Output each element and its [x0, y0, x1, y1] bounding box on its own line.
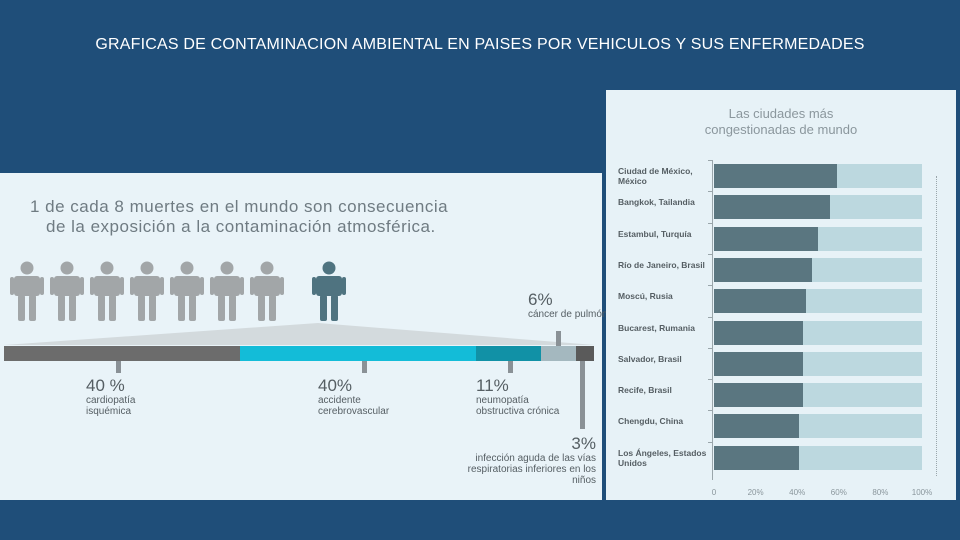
bar	[714, 445, 800, 470]
bar	[714, 414, 800, 439]
cause-name: neumopatía obstructiva crónica	[476, 395, 560, 417]
cause-label: 6% cáncer de pulmón	[528, 290, 618, 321]
people-row	[10, 261, 590, 331]
cause-name: cardiopatía isquémica	[86, 395, 136, 417]
cause-tick	[508, 361, 513, 373]
cause-tick	[580, 361, 585, 429]
person-icon	[312, 261, 346, 323]
bar	[714, 226, 818, 251]
headline-line-2: de la exposición a la contaminación atmo…	[46, 217, 436, 236]
cause-name: cáncer de pulmón	[528, 309, 608, 320]
y-axis-tick	[708, 379, 713, 381]
funnel-shape	[4, 323, 595, 345]
y-axis-tick	[708, 191, 713, 193]
x-tick-label: 0	[711, 488, 717, 497]
bar	[714, 164, 837, 188]
reference-dotted-line	[936, 176, 938, 476]
chart-y-axis	[712, 160, 713, 480]
city-label: Salvador, Brasil	[618, 353, 682, 364]
cause-label: 40 % cardiopatía isquémica	[86, 376, 166, 418]
person-icon	[170, 261, 204, 323]
y-axis-tick	[708, 285, 713, 287]
cause-bar-segment	[476, 346, 541, 361]
city-label: Río de Janeiro, Brasil	[618, 259, 705, 270]
person-icon	[10, 261, 44, 323]
person-icon	[210, 261, 244, 323]
slide-title: GRAFICAS DE CONTAMINACION AMBIENTAL EN P…	[95, 36, 865, 53]
cause-percentage: 11%	[476, 376, 509, 395]
city-label: Estambul, Turquía	[618, 228, 692, 239]
city-label: Bucarest, Rumania	[618, 322, 695, 333]
x-tick-label: 40%	[789, 488, 806, 497]
chart-title-text: Las ciudades más congestionadas de mundo	[704, 106, 858, 137]
bar	[714, 320, 804, 345]
congestion-chart-panel: Las ciudades más congestionadas de mundo…	[606, 90, 956, 500]
y-axis-tick	[708, 160, 713, 161]
y-axis-tick	[708, 347, 713, 349]
cause-name: infección aguda de las vías respiratoria…	[467, 453, 596, 486]
cause-name: accidente cerebrovascular	[318, 395, 390, 417]
infographic-panel: 1 de cada 8 muertes en el mundo son cons…	[0, 173, 608, 500]
bar	[714, 257, 812, 282]
person-icon	[130, 261, 164, 323]
cause-tick	[362, 361, 367, 373]
cause-tick	[116, 361, 121, 373]
x-tick-label: 100%	[911, 488, 933, 497]
bar	[714, 351, 804, 376]
person-icon	[90, 261, 124, 323]
y-axis-tick	[708, 222, 713, 224]
cause-tick	[556, 331, 561, 346]
x-tick-label: 80%	[872, 488, 889, 497]
cause-percentage: 40%	[318, 376, 353, 395]
city-label: Ciudad de México, México	[618, 166, 693, 186]
infographic-headline: 1 de cada 8 muertes en el mundo son cons…	[30, 197, 600, 237]
cause-label: 11% neumopatía obstructiva crónica	[476, 376, 566, 418]
cause-bar-segment	[540, 346, 577, 361]
y-axis-tick	[708, 410, 713, 412]
city-label: Los Ángeles, Estados Unidos	[618, 447, 707, 468]
person-icon	[250, 261, 284, 323]
cause-bar-segment	[240, 346, 476, 361]
cause-label: 3% infección aguda de las vías respirator…	[460, 434, 596, 487]
headline-line-1: 1 de cada 8 muertes en el mundo son cons…	[30, 197, 449, 216]
bar	[714, 289, 806, 314]
bar	[714, 383, 804, 408]
y-axis-tick	[708, 253, 713, 255]
cause-percentage: 6%	[528, 290, 553, 309]
city-label: Chengdu, China	[618, 416, 684, 427]
x-tick-label: 60%	[830, 488, 847, 497]
x-tick-label: 20%	[747, 488, 764, 497]
cause-bar-segment	[4, 346, 240, 361]
y-axis-tick	[708, 316, 713, 318]
cause-label: 40% accidente cerebrovascular	[318, 376, 408, 418]
cause-bar-segment	[576, 346, 594, 361]
bar	[714, 195, 831, 220]
city-label: Bangkok, Tailandia	[618, 197, 695, 208]
city-label: Recife, Brasil	[618, 385, 672, 396]
cause-percentage: 3%	[571, 434, 596, 453]
y-axis-tick	[708, 441, 713, 443]
person-icon	[50, 261, 84, 323]
cause-percentage: 40 %	[86, 376, 125, 395]
city-label: Moscú, Rusia	[618, 291, 673, 302]
chart-title: Las ciudades más congestionadas de mundo	[606, 106, 956, 138]
